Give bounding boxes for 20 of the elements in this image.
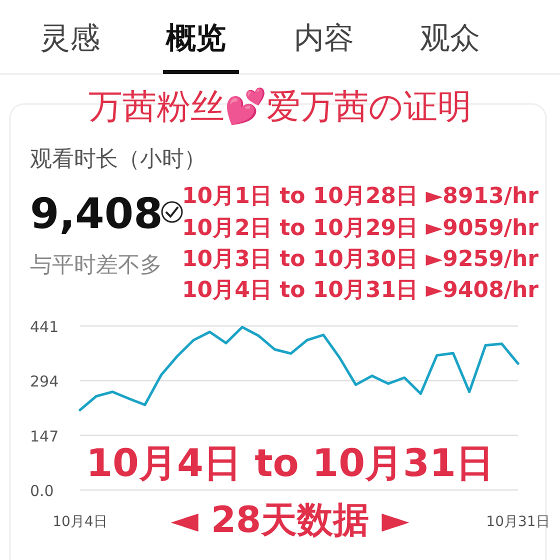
title: 万茜粉丝💕爱万茜の证明 (88, 87, 472, 127)
annotation: 灵感 (40, 21, 100, 56)
annotation: ◄ 28天数据 ► (170, 500, 410, 541)
annotation: 9,408 (30, 189, 163, 238)
subtitle: 观看时长（小时） (30, 147, 206, 172)
annotation: 10月4日 to 10月31日 ►9408/hr (182, 278, 538, 303)
annotation: 10月4日 to 10月31日 (86, 441, 494, 485)
annotation: 观众 (420, 21, 480, 56)
ytick: 441 (30, 318, 59, 336)
xtick: 10月31日 (486, 514, 550, 530)
ytick: 147 (30, 427, 59, 446)
ytick: 294 (30, 372, 59, 391)
xtick: 10月4日 (52, 514, 108, 530)
annotation: 10月1日 to 10月28日 ►8913/hr (182, 184, 538, 209)
ytick: 0.0 (30, 482, 54, 500)
annotation: 与平时差不多 (30, 253, 162, 278)
annotation: 10月3日 to 10月30日 ►9259/hr (182, 247, 538, 272)
annotation: 概览 (166, 21, 226, 56)
annotation: 内容 (294, 21, 354, 56)
annotation: 10月2日 to 10月29日 ►9059/hr (182, 216, 538, 241)
